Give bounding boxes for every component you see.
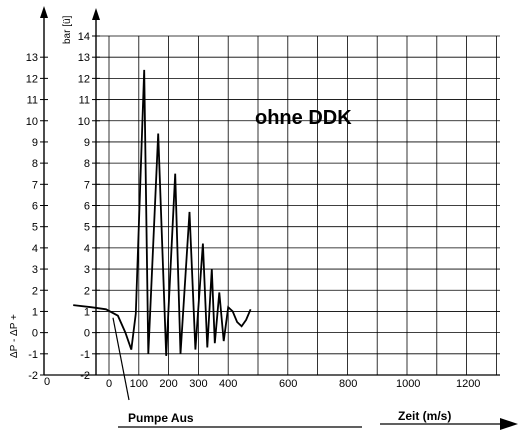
- side-label: ΔP - ΔP +: [9, 314, 20, 358]
- outer-y-tick-label: 1: [32, 306, 38, 318]
- inner-y-tick-label: 1: [84, 306, 90, 318]
- series-lines: [73, 69, 252, 356]
- outer-y-tick-label: 8: [32, 158, 38, 170]
- inner-y-tick-label: 7: [84, 179, 90, 191]
- pointer-line: [112, 317, 130, 401]
- inner-y-tick-label: 8: [84, 158, 90, 170]
- x-tick-label: 300: [189, 378, 207, 390]
- chart-axes: [40, 6, 518, 430]
- inner-y-tick-label: 5: [84, 222, 90, 234]
- unit-label: bar [ü]: [62, 15, 73, 44]
- inner-y-tick-label: 4: [84, 243, 90, 255]
- inner-y-tick-label: 14: [78, 31, 90, 43]
- inner-y-tick-label: 0: [84, 328, 90, 340]
- inner-y-tick-label: 13: [78, 52, 90, 64]
- inner-y-arrow: [92, 8, 100, 20]
- inner-y-tick-label: -1: [80, 349, 90, 361]
- inner-y-tick-label: 10: [78, 116, 90, 128]
- inner-y-tick-label: -2: [80, 370, 90, 382]
- outer-y-tick-label: 4: [32, 243, 38, 255]
- outer-y-arrow: [40, 6, 48, 18]
- x-tick-label: 100: [130, 378, 148, 390]
- outer-x-tick: 0: [44, 376, 50, 388]
- outer-y-tick-label: 3: [32, 264, 38, 276]
- inner-y-tick-label: 12: [78, 73, 90, 85]
- outer-y-tick-label: 11: [27, 95, 38, 107]
- outer-y-tick-label: 9: [32, 137, 38, 149]
- x-tick-label: 800: [339, 378, 357, 390]
- outer-y-tick-label: 13: [26, 52, 38, 64]
- outer-y-tick-label: 5: [32, 222, 38, 234]
- zeit-label: Zeit (m/s): [398, 409, 451, 423]
- pressure-series-line: [73, 69, 252, 356]
- pumpe-aus-label: Pumpe Aus: [128, 411, 194, 425]
- time-arrow-head: [500, 418, 518, 430]
- x-tick-label: 0: [106, 378, 112, 390]
- outer-y-tick-label: 7: [32, 179, 38, 191]
- inner-y-tick-label: 3: [84, 264, 90, 276]
- inner-y-tick-label: 6: [84, 201, 90, 213]
- tick-labels: 131211109876543210-1-2141312111098765432…: [26, 31, 481, 390]
- x-tick-label: 400: [219, 378, 237, 390]
- outer-y-tick-label: 10: [26, 116, 38, 128]
- outer-y-tick-label: 2: [32, 285, 38, 297]
- inner-y-tick-label: 9: [84, 137, 90, 149]
- x-tick-label: 200: [159, 378, 177, 390]
- x-tick-label: 600: [279, 378, 297, 390]
- chart-grid: [96, 35, 500, 376]
- outer-y-tick-label: -1: [28, 349, 38, 361]
- outer-y-tick-label: 12: [26, 73, 38, 85]
- annotation-ohne-ddk: ohne DDK: [255, 107, 352, 129]
- x-tick-label: 1000: [396, 378, 420, 390]
- outer-y-tick-label: -2: [28, 370, 38, 382]
- outer-y-tick-label: 6: [32, 201, 38, 213]
- inner-y-tick-label: 2: [84, 285, 90, 297]
- inner-y-tick-label: 11: [79, 95, 90, 107]
- outer-y-tick-label: 0: [32, 328, 38, 340]
- x-tick-label: 1200: [456, 378, 480, 390]
